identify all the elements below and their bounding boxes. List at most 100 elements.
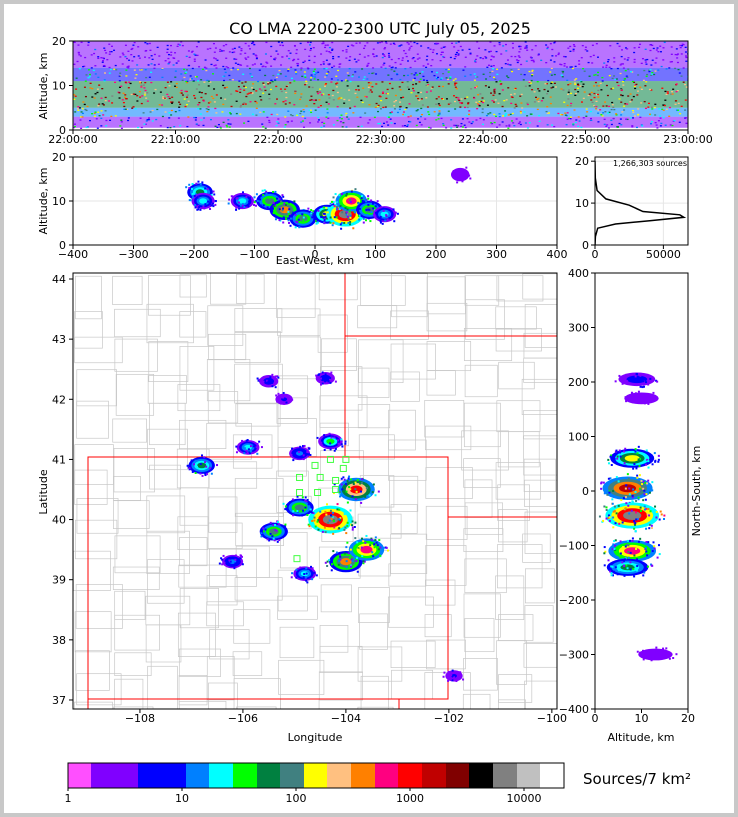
altitude-band-4-speck — [157, 63, 160, 65]
ns-cell-6-speck — [635, 566, 638, 569]
county-outline — [114, 652, 152, 676]
altitude-band-4-speck — [244, 57, 247, 59]
altitude-band-1-speck — [124, 108, 127, 110]
ew-cell-4-speck — [284, 203, 287, 206]
altitude-band-3-speck — [648, 69, 651, 71]
altitude-band-4-speck — [327, 63, 330, 65]
altitude-band-0-speck — [225, 124, 228, 127]
altitude-band-4-speck — [644, 59, 647, 61]
plan-cell-1-speck — [235, 445, 238, 448]
ew-cell-3-speck — [254, 204, 257, 207]
altitude-band-2-speck — [78, 107, 81, 109]
altitude-band-1-speck — [419, 115, 422, 118]
altitude-band-4-speck — [78, 54, 81, 56]
ns-cell-5-speck — [614, 544, 617, 547]
ew-cell-0-speck — [191, 187, 194, 190]
altitude-band-4-speck — [248, 48, 251, 50]
altitude-band-4-speck — [296, 65, 299, 67]
altitude-band-4-speck — [148, 57, 151, 59]
altitude-band-2-speck — [408, 88, 411, 90]
county-outline — [497, 484, 530, 521]
plan-cell-2-speck — [344, 442, 347, 445]
altitude-band-2-speck — [355, 89, 358, 91]
altitude-band-4-speck — [347, 45, 350, 48]
ew-cell-2-speck — [235, 206, 238, 209]
altitude-band-4-speck — [260, 63, 263, 65]
station-marker — [311, 461, 319, 469]
altitude-band-4-speck — [639, 43, 642, 45]
altitude-band-0-speck — [678, 121, 681, 123]
altitude-band-4-speck — [304, 48, 307, 51]
altitude-band-4-speck — [306, 67, 309, 69]
altitude-band-2-speck — [262, 92, 265, 94]
altitude-band-2-speck — [224, 98, 227, 100]
altitude-band-1-speck — [251, 113, 254, 115]
plan-cell-0-speck — [199, 472, 202, 475]
altitude-band-3-speck — [115, 69, 118, 71]
altitude-band-1-speck — [239, 113, 242, 115]
altitude-band-2-speck — [533, 101, 536, 103]
altitude-band-3-speck — [410, 73, 413, 75]
ew-cell-7-speck — [325, 206, 328, 209]
altitude-band-0-speck — [357, 125, 360, 128]
altitude-band-0-speck — [442, 123, 445, 125]
altitude-band-4-speck — [656, 47, 659, 49]
altitude-band-4-speck — [662, 59, 665, 61]
ns-cell-3-speck — [606, 493, 609, 496]
altitude-band-0-speck — [340, 118, 343, 120]
altitude-band-4-speck — [492, 56, 495, 58]
ew-cell-2-speck — [230, 195, 233, 198]
altitude-band-4-speck — [338, 66, 341, 68]
altitude-band-4-speck — [131, 47, 134, 50]
altitude-band-2-speck — [251, 87, 254, 89]
altitude-band-4-speck — [408, 49, 411, 51]
county-outline — [114, 535, 161, 574]
altitude-band-2-speck — [647, 102, 650, 105]
altitude-band-4-speck — [128, 59, 131, 61]
altitude-band-1-speck — [235, 112, 238, 115]
plan-cell-12-speck — [280, 393, 283, 396]
ew-cell-6-speck — [323, 206, 326, 209]
ew-cell-9-speck — [359, 214, 362, 217]
ew-cell-8-speck — [334, 193, 337, 196]
ew-cell-5-speck — [290, 217, 293, 220]
ew-cell-9-speck — [367, 208, 370, 211]
plan-cell-4-speck — [277, 521, 280, 524]
altitude-band-2-speck — [207, 102, 210, 104]
ew-cell-0-speck — [188, 183, 191, 186]
plan-cell-1-speck — [256, 452, 259, 455]
altitude-band-2-speck — [202, 99, 205, 101]
altitude-band-3-speck — [325, 74, 328, 77]
altitude-band-2-speck — [136, 95, 139, 97]
altitude-band-1-speck — [325, 116, 328, 118]
altitude-band-0-speck — [507, 127, 510, 129]
plan-cell-12-speck — [275, 394, 278, 397]
plan-cell-3-speck — [293, 450, 296, 453]
altitude-band-2-speck — [375, 102, 378, 105]
altitude-band-2-speck — [545, 83, 548, 85]
ns-cell-4-speck — [639, 526, 642, 529]
altitude-band-3-speck — [454, 78, 457, 80]
ew-cell-1-speck — [198, 206, 201, 209]
ew-cell-9-speck — [367, 197, 370, 200]
altitude-band-1-speck — [93, 115, 96, 118]
ns-cell-4-speck — [643, 508, 646, 511]
ew-cell-5-speck — [315, 222, 318, 225]
altitude-band-0-speck — [664, 124, 667, 126]
plan-cell-13-speck — [455, 680, 458, 683]
altitude-band-3-speck — [310, 74, 313, 76]
altitude-band-4-speck — [178, 44, 181, 46]
plan-cell-4-speck — [268, 539, 271, 542]
altitude-band-4-speck — [662, 47, 665, 49]
altitude-band-2-speck — [174, 85, 177, 87]
ew-cell-0-speck — [191, 182, 194, 185]
altitude-band-0-speck — [194, 119, 197, 121]
altitude-band-3-speck — [87, 77, 90, 79]
altitude-band-1-speck — [487, 113, 490, 115]
altitude-band-2-speck — [143, 87, 146, 89]
colorbar-swatch — [422, 763, 446, 788]
ns-cell-4-speck — [634, 511, 637, 514]
altitude-band-0-speck — [210, 118, 213, 121]
altitude-band-2-speck — [644, 85, 647, 87]
altitude-band-1-speck — [161, 115, 164, 118]
